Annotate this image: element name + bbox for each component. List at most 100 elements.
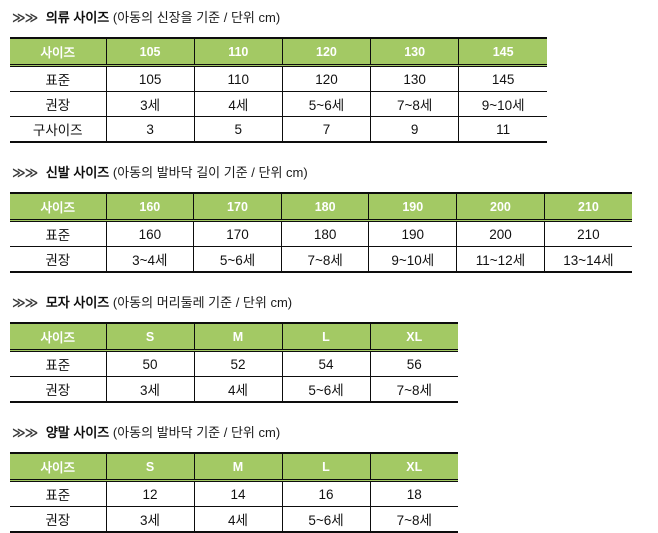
data-cell: 4세 — [193, 506, 282, 532]
row-label-cell: 구사이즈 — [10, 116, 106, 142]
double-chevron-icon: ≫≫ — [12, 425, 38, 440]
data-cell: 5 — [193, 116, 283, 142]
section-clothing-size: ≫≫ 의류 사이즈 (아동의 신장을 기준 / 단위 cm) 사이즈 105 110… — [10, 9, 658, 143]
header-cell: 105 — [105, 38, 195, 67]
data-cell: 3세 — [105, 506, 194, 532]
header-cell: XL — [369, 323, 458, 352]
table-row: 권장 3~4세 5~6세 7~8세 9~10세 11~12세 13~14세 — [10, 246, 632, 272]
data-cell: 9~10세 — [458, 91, 547, 117]
data-cell: 50 — [105, 350, 194, 377]
data-cell: 18 — [369, 480, 458, 507]
table-header-row: 사이즈 105 110 120 130 145 — [10, 38, 547, 67]
header-cell: 200 — [456, 193, 545, 222]
table-row: 표준 50 52 54 56 — [10, 350, 458, 377]
section-title-note: (아동의 신장을 기준 / 단위 cm) — [112, 10, 281, 25]
data-cell: 145 — [458, 65, 547, 92]
data-cell: 13~14세 — [543, 246, 632, 272]
section-hat-size: ≫≫ 모자 사이즈 (아동의 머리둘레 기준 / 단위 cm) 사이즈 S M L XL… — [10, 294, 658, 403]
data-cell: 5~6세 — [193, 246, 282, 272]
header-cell: L — [281, 453, 370, 482]
data-cell: 52 — [193, 350, 282, 377]
table-row: 표준 160 170 180 190 200 210 — [10, 220, 632, 247]
data-cell: 54 — [281, 350, 370, 377]
header-cell: 210 — [543, 193, 632, 222]
section-title-socks: ≫≫ 양말 사이즈 (아동의 발바닥 기준 / 단위 cm) — [12, 424, 658, 441]
data-cell: 7~8세 — [369, 506, 458, 532]
row-label-cell: 권장 — [10, 506, 106, 532]
section-title-text: 양말 사이즈 — [45, 425, 110, 440]
data-cell: 3세 — [105, 376, 194, 402]
section-title-note: (아동의 머리둘레 기준 / 단위 cm) — [112, 295, 293, 310]
data-cell: 11~12세 — [456, 246, 545, 272]
data-cell: 105 — [105, 65, 195, 92]
data-cell: 5~6세 — [281, 91, 371, 117]
data-cell: 11 — [458, 116, 547, 142]
header-cell-size-label: 사이즈 — [10, 453, 106, 482]
section-title-note: (아동의 발바닥 기준 / 단위 cm) — [112, 425, 281, 440]
data-cell: 14 — [193, 480, 282, 507]
data-cell: 170 — [193, 220, 282, 247]
data-cell: 9~10세 — [368, 246, 457, 272]
table-header-row: 사이즈 S M L XL — [10, 453, 458, 482]
header-cell-size-label: 사이즈 — [10, 193, 106, 222]
data-cell: 190 — [368, 220, 457, 247]
shoe-size-table: 사이즈 160 170 180 190 200 210 표준 160 170 180 190 200 21… — [10, 192, 632, 273]
data-cell: 12 — [105, 480, 194, 507]
header-cell: 170 — [193, 193, 282, 222]
data-cell: 3 — [105, 116, 195, 142]
double-chevron-icon: ≫≫ — [12, 10, 38, 25]
row-label-cell: 표준 — [10, 480, 106, 507]
data-cell: 130 — [370, 65, 459, 92]
data-cell: 110 — [193, 65, 283, 92]
data-cell: 56 — [369, 350, 458, 377]
row-label-cell: 표준 — [10, 350, 106, 377]
header-cell: S — [105, 323, 194, 352]
row-label-cell: 표준 — [10, 220, 106, 247]
data-cell: 120 — [281, 65, 371, 92]
header-cell-size-label: 사이즈 — [10, 38, 106, 67]
sock-size-table: 사이즈 S M L XL 표준 12 14 16 18 권장 3세 4세 5~6세 7~8세 — [10, 452, 458, 533]
data-cell: 9 — [370, 116, 459, 142]
section-title-hat: ≫≫ 모자 사이즈 (아동의 머리둘레 기준 / 단위 cm) — [12, 294, 658, 311]
table-row: 권장 3세 4세 5~6세 7~8세 — [10, 376, 458, 402]
header-cell: 110 — [193, 38, 283, 67]
section-title-shoes: ≫≫ 신발 사이즈 (아동의 발바닥 길이 기준 / 단위 cm) — [12, 164, 658, 181]
double-chevron-icon: ≫≫ — [12, 165, 38, 180]
row-label-cell: 권장 — [10, 376, 106, 402]
data-cell: 3세 — [105, 91, 195, 117]
header-cell-size-label: 사이즈 — [10, 323, 106, 352]
header-cell: 120 — [281, 38, 371, 67]
data-cell: 160 — [105, 220, 194, 247]
header-cell: M — [193, 453, 282, 482]
header-cell: 130 — [370, 38, 459, 67]
clothing-size-table: 사이즈 105 110 120 130 145 표준 105 110 120 130 145 권장 3세 4… — [10, 37, 547, 143]
header-cell: S — [105, 453, 194, 482]
section-title-clothing: ≫≫ 의류 사이즈 (아동의 신장을 기준 / 단위 cm) — [12, 9, 658, 26]
section-title-text: 모자 사이즈 — [45, 295, 110, 310]
table-row: 권장 3세 4세 5~6세 7~8세 9~10세 — [10, 91, 547, 117]
data-cell: 200 — [456, 220, 545, 247]
table-row: 표준 12 14 16 18 — [10, 480, 458, 507]
section-sock-size: ≫≫ 양말 사이즈 (아동의 발바닥 기준 / 단위 cm) 사이즈 S M L XL 표… — [10, 424, 658, 533]
data-cell: 7~8세 — [369, 376, 458, 402]
section-shoe-size: ≫≫ 신발 사이즈 (아동의 발바닥 길이 기준 / 단위 cm) 사이즈 160… — [10, 164, 658, 273]
table-row: 권장 3세 4세 5~6세 7~8세 — [10, 506, 458, 532]
data-cell: 7~8세 — [280, 246, 369, 272]
data-cell: 4세 — [193, 376, 282, 402]
data-cell: 16 — [281, 480, 370, 507]
row-label-cell: 표준 — [10, 65, 106, 92]
header-cell: 145 — [458, 38, 547, 67]
data-cell: 7 — [281, 116, 371, 142]
data-cell: 5~6세 — [281, 506, 370, 532]
row-label-cell: 권장 — [10, 91, 106, 117]
section-title-note: (아동의 발바닥 길이 기준 / 단위 cm) — [112, 165, 308, 180]
header-cell: 180 — [280, 193, 369, 222]
data-cell: 3~4세 — [105, 246, 194, 272]
section-title-text: 신발 사이즈 — [45, 165, 110, 180]
data-cell: 4세 — [193, 91, 283, 117]
double-chevron-icon: ≫≫ — [12, 295, 38, 310]
header-cell: M — [193, 323, 282, 352]
header-cell: 160 — [105, 193, 194, 222]
data-cell: 180 — [280, 220, 369, 247]
header-cell: L — [281, 323, 370, 352]
